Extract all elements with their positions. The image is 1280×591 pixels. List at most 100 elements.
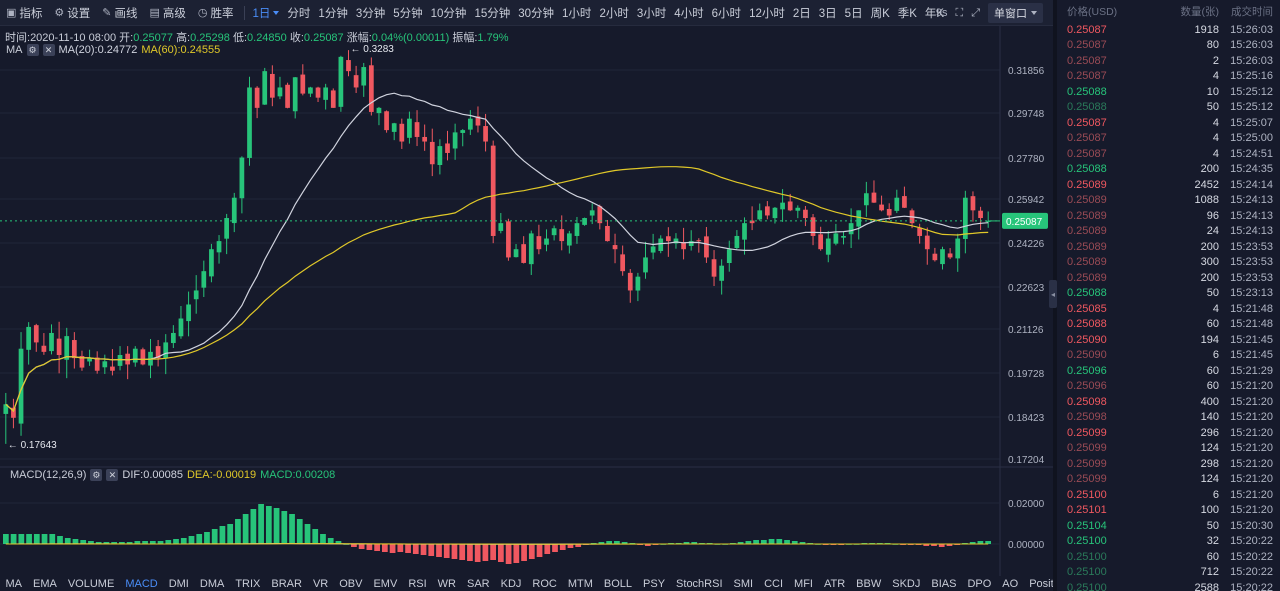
indicator-tab-smi[interactable]: SMI [733,577,754,590]
interval-0[interactable]: 1日 [249,0,284,26]
indicator-tab-mfi[interactable]: MFI [794,577,813,590]
indicator-tab-ema[interactable]: EMA [33,577,57,590]
indicator-tab-kdj[interactable]: KDJ [500,577,522,590]
interval-19[interactable]: 年K [924,7,945,20]
indicator-tab-vr[interactable]: VR [312,577,329,590]
indicator-tab-atr[interactable]: ATR [823,577,846,590]
trade-price: 0.25096 [1067,380,1107,393]
interval-4[interactable]: 5分钟 [393,7,423,20]
winrate-tool[interactable]: ◷ 胜率 [192,0,240,26]
indicator-tab-psy[interactable]: PSY [643,577,666,590]
candle-body [871,192,877,203]
indicator-tab-volume[interactable]: VOLUME [67,577,115,590]
trade-amount: 4 [1212,70,1219,83]
indicator-tab-stochrsi[interactable]: StochRSI [676,577,723,590]
trade-time: 15:23:53 [1230,271,1273,284]
indicator-tab-wr[interactable]: WR [437,577,456,590]
indicator-tab-boll[interactable]: BOLL [603,577,633,590]
settings-tool[interactable]: ⚙ 设置 [48,0,96,26]
indicator-tab-mtm[interactable]: MTM [567,577,593,590]
interval-3[interactable]: 3分钟 [355,7,386,20]
indicators-tool[interactable]: ▣ 指标 [0,0,48,26]
candle-body [932,253,938,261]
candle-body [483,126,488,142]
indicator-tab-ma[interactable]: MA [5,577,23,590]
indicator-tab-brar[interactable]: BRAR [271,577,302,590]
indicator-tab-roc[interactable]: ROC [532,577,557,590]
ma-settings-icon[interactable]: ⚙ [26,44,39,56]
expand-icon[interactable]: ⤢ [971,6,980,19]
window-mode-dropdown[interactable]: 单窗口 [988,3,1043,23]
candle-body [170,332,176,344]
candle-body [64,336,70,360]
trade-time: 15:24:13 [1230,194,1273,207]
indicator-tab-emv[interactable]: EMV [373,577,398,590]
candle-body [33,325,39,343]
interval-1[interactable]: 分时 [287,7,311,20]
interval-9[interactable]: 2小时 [599,7,629,20]
trade-price: 0.25099 [1067,442,1107,455]
interval-13[interactable]: 12小时 [749,7,785,20]
interval-8[interactable]: 1小时 [562,7,592,20]
indicator-tab-obv[interactable]: OBV [339,577,363,590]
macd-settings-icon[interactable]: ⚙ [90,469,103,481]
candle-body [764,206,770,216]
indicator-tab-sar[interactable]: SAR [466,577,490,590]
indicator-tab-ao[interactable]: AO [1002,577,1019,590]
indicator-tab-rsi[interactable]: RSI [408,577,427,590]
indicator-tab-trix[interactable]: TRIX [235,577,261,590]
interval-11[interactable]: 4小时 [674,7,704,20]
interval-18[interactable]: 季K [897,7,917,20]
current-price-tag [1002,212,1048,229]
indicator-tab-dpo[interactable]: DPO [967,577,992,590]
macd-bar [358,544,365,549]
interval-6[interactable]: 15分钟 [474,7,511,20]
interval-12[interactable]: 6小时 [711,7,742,20]
trade-amount: 2 [1212,54,1219,67]
draw-tool[interactable]: ✎ 画线 [96,0,143,26]
trade-row: 0.25087 4 15:24:51 [1057,146,1280,162]
advanced-tool[interactable]: ▤ 高级 [144,0,192,26]
candle-body [582,218,587,225]
candle-body [300,74,306,94]
fullscreen-icon[interactable]: ⛶ [955,6,964,19]
interval-14[interactable]: 2日 [792,7,811,20]
candle-body [856,210,862,227]
indicator-tab-bias[interactable]: BIAS [931,577,957,590]
ma-close-icon[interactable]: ✕ [42,44,55,56]
trade-row: 0.25100 60 15:20:22 [1057,549,1280,565]
macd-bar [366,544,373,550]
interval-10[interactable]: 3小时 [636,7,667,20]
trade-price: 0.25085 [1067,302,1107,315]
macd-bar [250,509,257,544]
calendar-icon: ▤ [149,7,160,19]
indicator-tab-dmi[interactable]: DMI [168,577,189,590]
macd-bar [528,544,535,559]
interval-7[interactable]: 30分钟 [518,7,555,20]
candle-body [407,118,412,138]
price-chart[interactable]: 0.31856 0.29748 0.27780 0.25942 0.24226 0.226… [0,26,1053,576]
indicator-tab-dma[interactable]: DMA [199,577,225,590]
refresh-countdown[interactable]: 9s [935,7,948,19]
macd-close-icon[interactable]: ✕ [106,469,119,481]
interval-17[interactable]: 周K [870,7,890,20]
interval-5[interactable]: 10分钟 [430,7,467,20]
indicator-tab-skdj[interactable]: SKDJ [892,577,921,590]
macd-legend-name: MACD(12,26,9) [10,469,87,481]
interval-2[interactable]: 1分钟 [318,7,348,20]
candle-body [574,223,580,236]
collapse-panel-button[interactable]: ◂ [1049,280,1057,308]
candle-body [231,197,237,224]
trade-time: 15:21:20 [1230,395,1273,408]
interval-16[interactable]: 5日 [844,7,863,20]
macd-legend: MACD(12,26,9) ⚙ ✕ DIF:0.00085 DEA:-0.000… [10,469,335,481]
macd-bar [149,541,156,544]
indicator-tab-bbw[interactable]: BBW [856,577,882,590]
candle-body [399,123,405,142]
indicator-tab-macd[interactable]: MACD [125,577,158,590]
interval-15[interactable]: 3日 [818,7,837,20]
candle-body [940,249,945,265]
macd-value: MACD:0.00208 [260,469,336,481]
indicator-tab-cci[interactable]: CCI [764,577,784,590]
candle-body [247,87,252,158]
